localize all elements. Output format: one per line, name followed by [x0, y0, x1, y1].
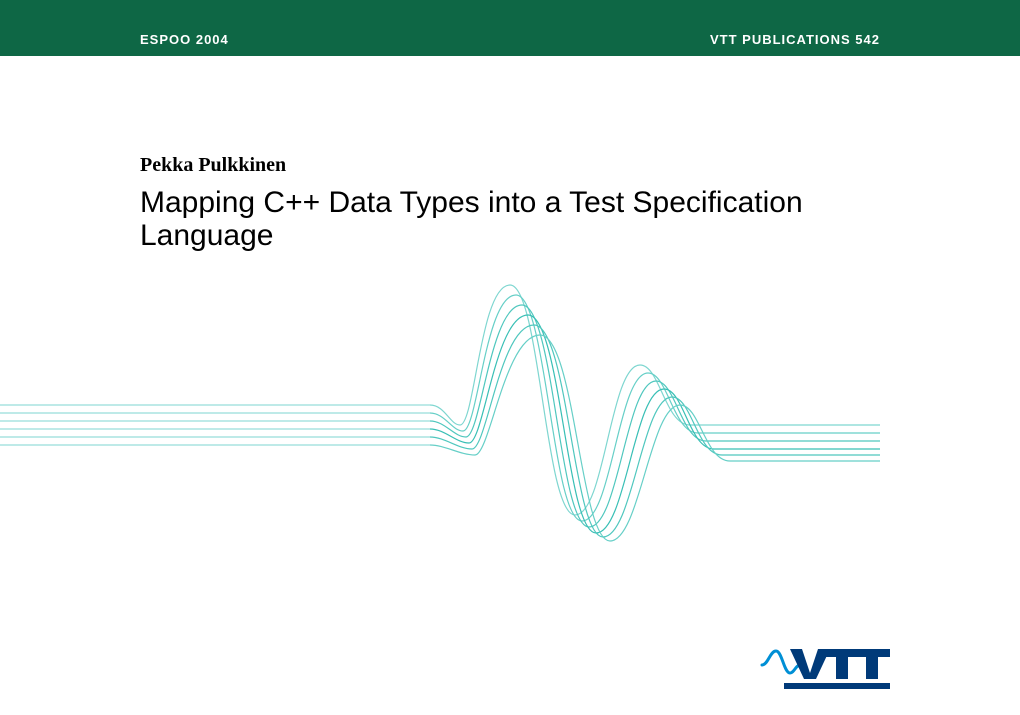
cover-page: ESPOO 2004 VTT PUBLICATIONS 542 Pekka Pu… — [0, 0, 1020, 715]
wave-artwork — [0, 255, 1020, 555]
header-left-label: ESPOO 2004 — [140, 32, 229, 47]
baseline-lines — [0, 405, 430, 445]
publication-title: Mapping C++ Data Types into a Test Speci… — [140, 186, 900, 252]
vtt-logo — [760, 643, 890, 693]
wave-curves — [430, 285, 880, 541]
author-name: Pekka Pulkkinen — [140, 154, 286, 177]
logo-underline — [784, 683, 890, 689]
logo-letters — [790, 649, 890, 679]
header-band — [0, 0, 1020, 56]
header-right-label: VTT PUBLICATIONS 542 — [710, 32, 880, 47]
